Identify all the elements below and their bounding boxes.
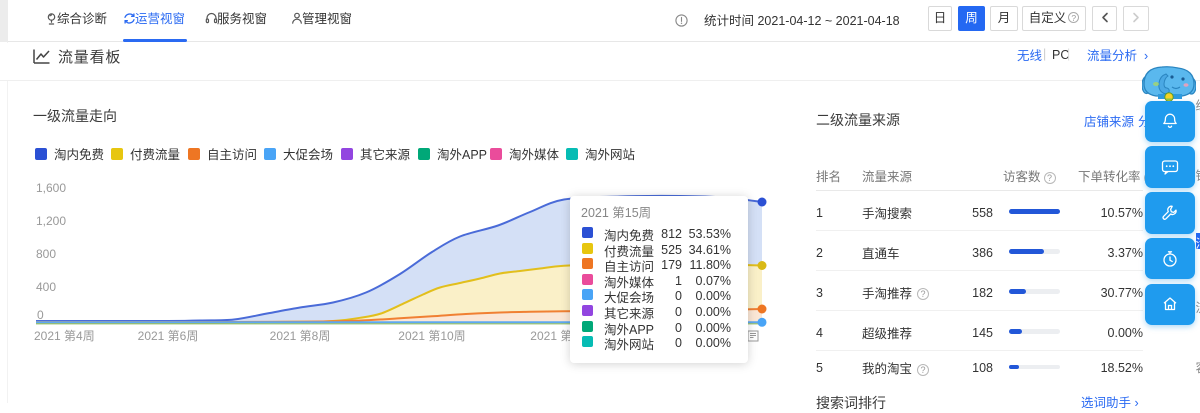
svg-text:2021 第8周: 2021 第8周	[270, 329, 331, 343]
svg-text:2021 第6周: 2021 第6周	[138, 329, 199, 343]
svg-text:1,600: 1,600	[36, 181, 66, 195]
svg-text:0: 0	[37, 308, 44, 322]
svg-text:2021 第4周: 2021 第4周	[34, 329, 95, 343]
svg-text:400: 400	[36, 280, 56, 294]
svg-text:800: 800	[36, 247, 56, 261]
svg-text:1,200: 1,200	[36, 214, 66, 228]
svg-text:2021 第10周: 2021 第10周	[398, 329, 465, 343]
